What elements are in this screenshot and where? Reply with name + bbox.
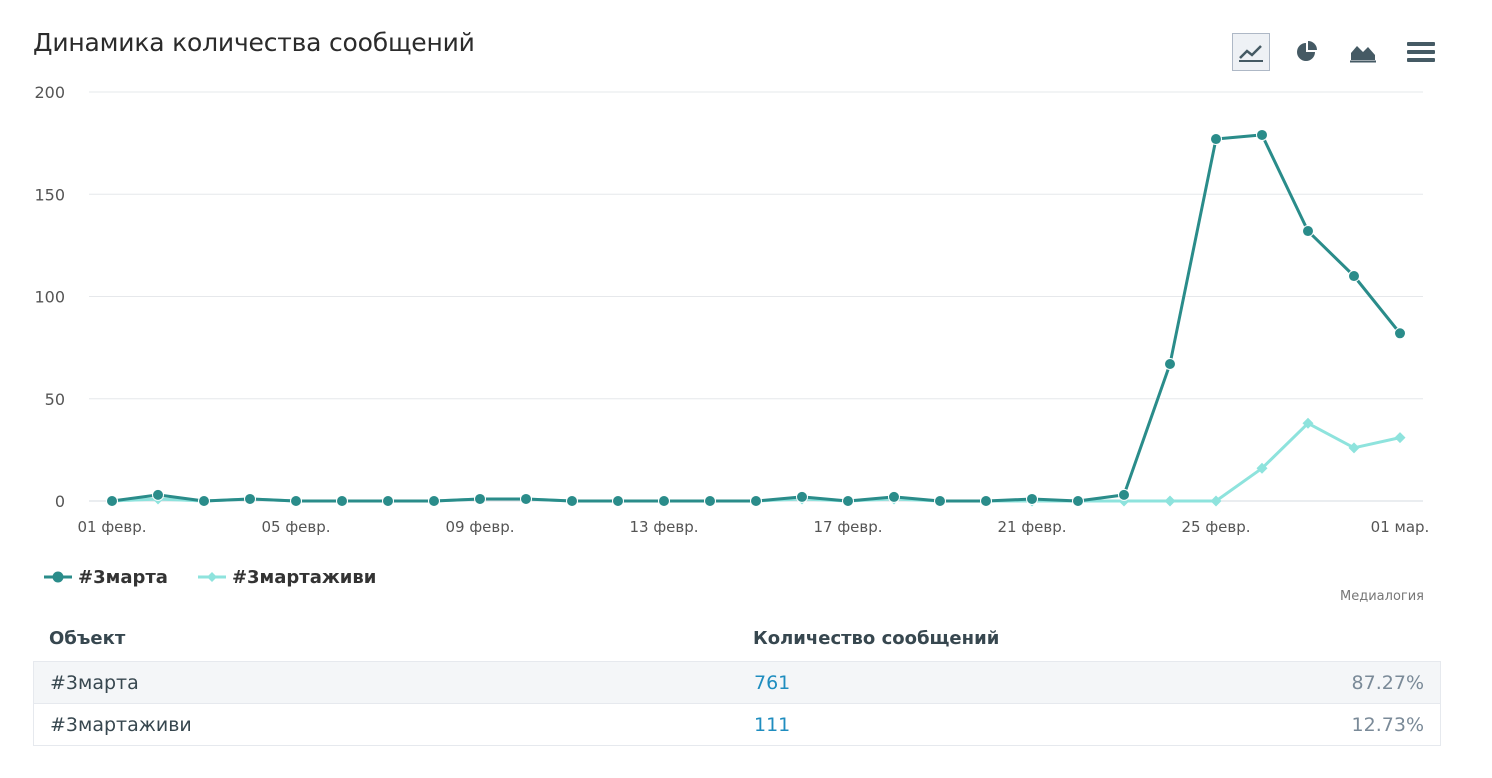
x-tick-label: 01 мар.: [1371, 518, 1430, 536]
y-tick-label: 200: [34, 83, 65, 102]
x-tick-label: 09 февр.: [445, 518, 514, 536]
data-point: [382, 495, 394, 507]
line-chart-icon: [1239, 45, 1263, 62]
credit-text[interactable]: Медиалогия: [1340, 589, 1424, 604]
pie-chart-button[interactable]: [1288, 33, 1326, 71]
data-point: [428, 495, 440, 507]
x-tick-label: 17 февр.: [813, 518, 882, 536]
x-tick-label: 01 февр.: [77, 518, 146, 536]
pie-chart-icon: [1297, 41, 1317, 61]
data-point: [1164, 495, 1176, 507]
data-point: [842, 495, 854, 507]
data-point: [1210, 133, 1222, 146]
data-point: [152, 488, 164, 501]
series-line: [110, 421, 1402, 503]
area-chart-icon: [1350, 46, 1376, 63]
chart-legend: #3марта #3мартаживи: [44, 565, 406, 589]
data-point: [1348, 442, 1360, 454]
data-point: [658, 495, 670, 507]
line-chart: 0 50 100 150 200 01 февр. 05 февр. 09 февр. 13 ф…: [34, 83, 1430, 536]
data-point: [980, 495, 992, 507]
column-header-object: Объект: [49, 628, 126, 649]
data-point: [750, 495, 762, 507]
x-tick-label: 05 февр.: [261, 518, 330, 536]
data-point: [934, 495, 946, 507]
row-percent: 87.27%: [1351, 672, 1424, 694]
row-count-link[interactable]: 761: [754, 672, 791, 694]
data-point: [336, 495, 348, 507]
data-point: [888, 490, 900, 503]
data-point: [520, 492, 532, 505]
table-row[interactable]: #3мартаживи 111 12.73%: [33, 703, 1441, 746]
data-point: [198, 495, 210, 507]
data-point: [1394, 432, 1406, 444]
data-point: [1210, 495, 1222, 507]
legend-item-3marta[interactable]: #3марта: [44, 567, 168, 588]
row-count-link[interactable]: 111: [754, 714, 791, 736]
y-tick-label: 150: [34, 185, 65, 204]
data-point: [1026, 492, 1038, 505]
data-point: [1072, 495, 1084, 507]
legend-label: #3марта: [78, 566, 168, 588]
column-header-count: Количество сообщений: [753, 628, 1000, 649]
data-point: [1302, 417, 1314, 429]
data-point: [1118, 488, 1130, 501]
legend-label: #3мартаживи: [231, 566, 377, 588]
data-point: [1256, 128, 1268, 141]
data-point: [1348, 270, 1360, 283]
summary-table: Объект Количество сообщений #3марта 761 …: [33, 620, 1441, 746]
row-object-name: #3марта: [50, 672, 139, 694]
menu-button[interactable]: [1402, 33, 1440, 71]
chart-toolbar: [1230, 33, 1450, 73]
legend-item-3martazhivi[interactable]: #3мартаживи: [197, 566, 377, 588]
series-line: [110, 133, 1402, 503]
y-tick-label: 50: [45, 390, 65, 409]
table-row[interactable]: #3марта 761 87.27%: [33, 661, 1441, 704]
data-point: [290, 495, 302, 507]
data-point: [796, 490, 808, 503]
y-tick-label: 100: [34, 288, 65, 307]
row-object-name: #3мартаживи: [50, 714, 192, 736]
data-point: [566, 495, 578, 507]
legend-marker-diamond: [197, 572, 226, 582]
chart-title: Динамика количества сообщений: [33, 28, 475, 57]
data-point: [612, 495, 624, 507]
x-tick-label: 21 февр.: [997, 518, 1066, 536]
data-point: [1256, 462, 1268, 474]
table-header: Объект Количество сообщений: [33, 620, 1441, 662]
x-tick-label: 25 февр.: [1181, 518, 1250, 536]
data-point: [1394, 327, 1406, 340]
hamburger-menu-icon: [1407, 42, 1435, 62]
x-tick-label: 13 февр.: [629, 518, 698, 536]
row-percent: 12.73%: [1351, 714, 1424, 736]
data-point: [704, 495, 716, 507]
data-point: [1164, 357, 1176, 370]
data-point: [244, 492, 256, 505]
data-point: [474, 492, 486, 505]
area-chart-button[interactable]: [1344, 33, 1382, 71]
legend-marker-circle: [44, 571, 72, 583]
line-chart-button[interactable]: [1232, 33, 1270, 71]
y-tick-label: 0: [55, 492, 65, 511]
data-point: [1302, 225, 1314, 238]
data-point: [106, 495, 118, 507]
